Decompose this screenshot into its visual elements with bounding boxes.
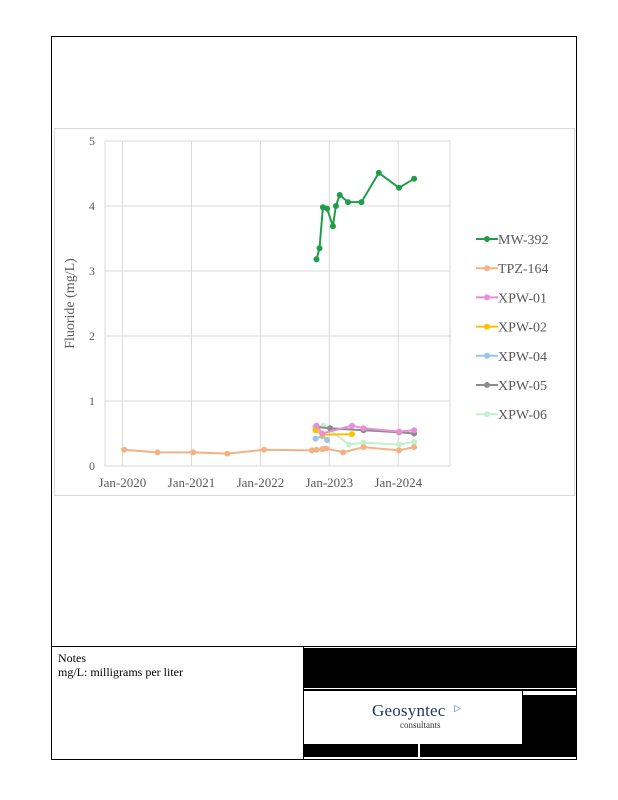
y-tick-label: 3 (89, 264, 95, 278)
fluoride-chart: 0 1 2 3 4 5 Jan-2020 Jan-2021 Jan-2022 Jan-2023 Ja… (63, 134, 549, 490)
data-point-tpz-164 (190, 449, 197, 456)
notes-row: Notes mg/L: milligrams per liter (51, 646, 577, 760)
data-point-mw-392 (316, 245, 323, 252)
legend-label: XPW-04 (498, 350, 547, 365)
y-tick-label: 4 (89, 199, 95, 213)
data-point-xpw-01 (319, 430, 326, 437)
x-tick-label: Jan-2022 (237, 475, 285, 490)
y-tick-label: 0 (89, 459, 95, 473)
data-point-tpz-164 (340, 449, 347, 456)
data-point-xpw-04 (312, 435, 319, 442)
data-point-tpz-164 (260, 446, 267, 453)
data-point-xpw-06 (411, 438, 418, 445)
data-point-mw-392 (358, 199, 365, 206)
y-tick-label: 2 (89, 329, 95, 343)
data-point-xpw-02 (312, 427, 319, 434)
data-point-tpz-164 (308, 447, 315, 454)
legend-swatch-marker (484, 265, 490, 272)
data-point-xpw-01 (411, 427, 418, 434)
data-point-tpz-164 (154, 449, 161, 456)
data-point-mw-392 (324, 205, 331, 212)
legend-swatch-marker (484, 382, 490, 388)
legend-swatch-marker (484, 411, 490, 418)
logo-mark-icon: ▷ (454, 703, 461, 713)
y-axis-label: Fluoride (mg/L) (63, 258, 78, 349)
x-tick-label: Jan-2020 (99, 475, 147, 490)
data-point-mw-392 (375, 169, 382, 176)
data-point-mw-392 (329, 223, 336, 230)
data-point-xpw-06 (396, 441, 403, 448)
y-tick-label: 1 (89, 394, 95, 408)
legend-label: XPW-05 (498, 379, 547, 394)
data-point-xpw-02 (348, 431, 355, 438)
data-point-mw-392 (411, 175, 418, 182)
x-tick-label: Jan-2024 (374, 475, 422, 490)
data-point-mw-392 (313, 256, 320, 263)
legend-label: XPW-02 (498, 321, 547, 336)
legend-swatch-marker (484, 323, 490, 330)
data-point-tpz-164 (313, 446, 320, 453)
data-point-tpz-164 (323, 445, 330, 452)
data-point-mw-392 (396, 184, 403, 191)
company-logo: Geosyntec ▷ consultants (304, 692, 522, 732)
data-point-xpw-01 (348, 422, 355, 429)
legend-swatch-marker (484, 352, 490, 359)
logo-name: Geosyntec (372, 701, 446, 720)
data-point-tpz-164 (360, 444, 367, 451)
data-point-xpw-04 (324, 437, 331, 443)
x-tick-label: Jan-2023 (305, 475, 353, 490)
data-point-mw-392 (336, 191, 343, 198)
data-point-mw-392 (345, 199, 352, 206)
title-block-rule (304, 689, 577, 691)
legend-label: XPW-01 (498, 291, 547, 306)
legend-label: XPW-06 (498, 408, 547, 423)
data-point-tpz-164 (396, 447, 403, 454)
notes-box: Notes mg/L: milligrams per liter (51, 647, 304, 760)
data-point-xpw-01 (360, 425, 367, 432)
series-line-tpz-164 (124, 446, 415, 455)
data-point-xpw-06 (345, 441, 352, 448)
notes-line: mg/L: milligrams per liter (58, 665, 183, 679)
legend-label: MW-392 (498, 233, 549, 248)
title-block-right-panel (523, 695, 577, 757)
title-block-bottom-mid (420, 744, 522, 757)
legend-label: TPZ-164 (498, 262, 549, 277)
data-point-xpw-06 (360, 439, 367, 446)
y-tick-label: 5 (89, 134, 95, 148)
data-point-tpz-164 (121, 446, 128, 453)
title-block-bottom-left (304, 744, 418, 757)
data-point-tpz-164 (411, 444, 418, 451)
chart-area: 0 1 2 3 4 5 Jan-2020 Jan-2021 Jan-2022 Jan-2023 Ja… (54, 128, 575, 496)
data-point-mw-392 (332, 203, 339, 209)
legend-swatch-marker (484, 236, 490, 242)
legend-swatch-marker (484, 294, 490, 301)
title-block-top-bar (304, 648, 577, 688)
data-point-xpw-05 (327, 425, 334, 432)
logo-sub: consultants (400, 720, 441, 730)
series-line-mw-392 (315, 171, 415, 260)
x-tick-label: Jan-2021 (168, 475, 216, 490)
notes-heading: Notes (58, 651, 86, 665)
data-point-tpz-164 (224, 450, 231, 457)
drawing-sheet (51, 36, 577, 760)
data-point-xpw-01 (313, 422, 320, 429)
data-point-xpw-01 (396, 428, 403, 435)
title-block-divider (522, 691, 523, 757)
